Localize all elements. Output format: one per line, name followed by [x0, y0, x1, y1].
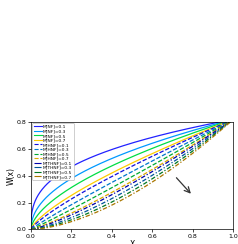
- X-axis label: X: X: [129, 240, 135, 244]
- Y-axis label: W(x): W(x): [6, 167, 15, 185]
- Legend: M[NF]=0.1, M[NF]=0.3, M[NF]=0.5, M[NF]=0.7, M[HNF]=0.1, M[HNF]=0.3, M[HNF]=0.5, : M[NF]=0.1, M[NF]=0.3, M[NF]=0.5, M[NF]=0…: [32, 123, 74, 180]
